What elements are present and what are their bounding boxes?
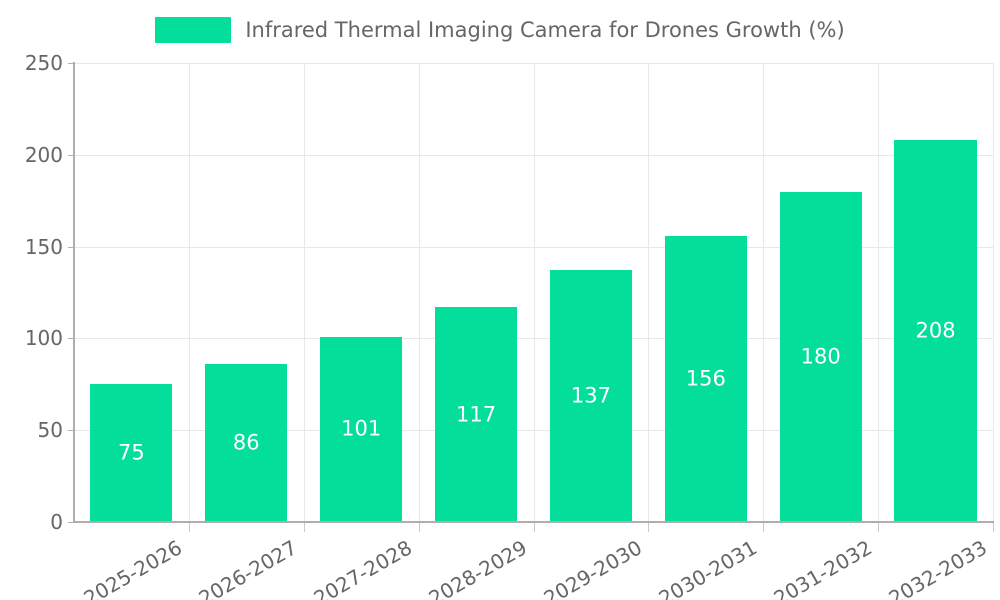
y-axis-tick-mark: [68, 430, 75, 431]
y-axis-tick-label: 250: [24, 51, 63, 75]
gridline-vertical: [304, 63, 305, 522]
bar-value-label: 117: [456, 402, 497, 427]
y-axis-tick-label: 100: [24, 326, 63, 351]
legend-series-label: Infrared Thermal Imaging Camera for Dron…: [245, 17, 845, 42]
bar-value-label: 137: [570, 383, 611, 408]
x-axis-tick-mark: [993, 523, 994, 532]
x-axis-line: [74, 521, 994, 523]
bar-value-label: 180: [800, 344, 841, 369]
x-axis-tick-mark: [648, 523, 649, 532]
bar-value-label: 101: [341, 416, 382, 441]
y-axis-tick-mark: [68, 63, 75, 64]
x-axis-tick-mark: [189, 523, 190, 532]
gridline-vertical: [189, 63, 190, 522]
y-axis-tick-label: 0: [50, 510, 63, 534]
plot-area: 75 86 101 117 137 156 180 208: [74, 63, 994, 523]
bar[interactable]: 101: [320, 336, 403, 522]
bar-value-label: 86: [232, 430, 260, 455]
gridline-vertical: [534, 63, 535, 522]
y-axis-tick-label: 200: [24, 142, 63, 167]
bar[interactable]: 86: [205, 364, 288, 522]
gridline-vertical: [993, 63, 994, 522]
y-axis-tick-mark: [68, 247, 75, 248]
x-axis-tick-label: 2025-2026: [80, 535, 187, 600]
gridline-horizontal: [74, 63, 993, 64]
y-axis-tick-label: 50: [37, 418, 63, 443]
bar-value-label: 75: [118, 440, 145, 465]
bar[interactable]: 180: [779, 191, 862, 522]
gridline-vertical: [648, 63, 649, 522]
bar[interactable]: 137: [549, 270, 632, 522]
gridline-vertical: [878, 63, 879, 522]
bar[interactable]: 117: [434, 307, 518, 522]
gridline-vertical: [419, 63, 420, 522]
gridline-horizontal: [74, 338, 993, 340]
bar[interactable]: 208: [894, 140, 977, 522]
y-axis-tick-mark: [68, 338, 75, 339]
y-axis-tick-mark: [68, 155, 75, 156]
y-axis-tick-mark: [68, 522, 75, 523]
gridline-horizontal: [74, 154, 993, 156]
x-axis-tick-mark: [878, 523, 879, 532]
x-axis-tick-mark: [763, 523, 764, 532]
y-axis-line: [73, 62, 75, 523]
gridline-vertical: [763, 63, 764, 522]
legend-color-swatch: [155, 17, 232, 43]
x-axis-tick-mark: [534, 523, 535, 532]
bar-value-label: 208: [915, 318, 956, 343]
x-axis-tick-mark: [304, 523, 305, 532]
bar-value-label: 156: [685, 366, 726, 391]
gridline-horizontal: [74, 246, 993, 248]
chart-legend: Infrared Thermal Imaging Camera for Dron…: [0, 14, 1000, 46]
gridline-horizontal: [74, 430, 993, 432]
y-axis-tick-label: 150: [24, 234, 63, 259]
bar[interactable]: 75: [90, 384, 173, 522]
x-axis-tick-mark: [419, 523, 420, 532]
bar[interactable]: 156: [664, 235, 747, 522]
